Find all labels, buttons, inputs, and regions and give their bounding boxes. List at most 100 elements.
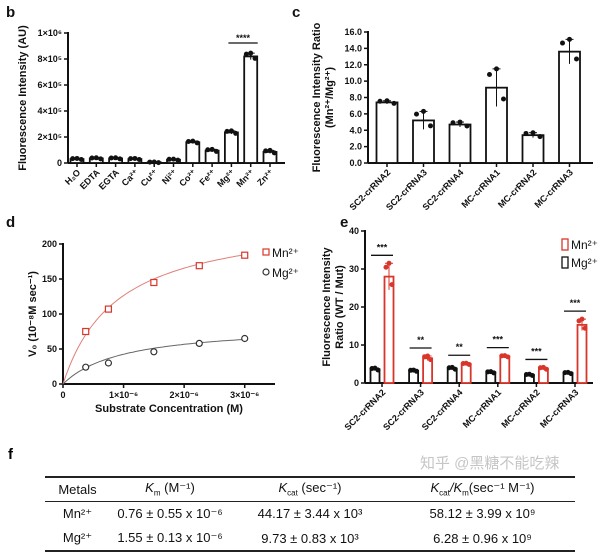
table-row: Mg²⁺ 1.55 ± 0.13 x 10⁻⁶ 9.73 ± 0.83 x 10…	[45, 526, 575, 551]
y-tick-label: 50	[47, 344, 57, 354]
mg-replicate-point	[375, 367, 381, 373]
kcat-unit: (sec⁻¹)	[297, 480, 342, 496]
legend-label: Mg²⁺	[571, 256, 598, 270]
legend-label: Mn²⁺	[571, 238, 598, 252]
mn-replicate-point	[543, 366, 549, 372]
b-replicate-point	[70, 156, 76, 162]
figure-canvas: b c d e 0 2×10⁵ 4×10⁵ 6×10⁵ 8×10⁵ 1×10⁶ Fluore…	[6, 4, 598, 432]
ratio-symbol: K	[430, 480, 440, 496]
b-replicate-point	[113, 155, 119, 161]
x-tick-label: Ni²⁺	[160, 167, 179, 186]
x-tick-label: 3×10⁻⁶	[230, 390, 259, 400]
significance-label: ***	[570, 298, 581, 308]
y-tick-label: 1×10⁶	[38, 28, 62, 38]
y-axis-title: Fluorescence Intensity	[321, 247, 333, 367]
y-tick-label: 16.0	[344, 27, 362, 37]
x-tick-label: Mn²⁺	[234, 167, 256, 189]
mg-data-point	[82, 363, 90, 371]
c-replicate-point	[377, 98, 383, 104]
watermark: 知乎 @黑糖不能吃辣	[420, 455, 560, 472]
mg-replicate-point	[529, 372, 535, 378]
c-replicate-point	[501, 96, 506, 102]
b-replicate-point	[209, 146, 215, 152]
c-replicate-point	[567, 36, 572, 42]
panel-label-e: e	[340, 214, 348, 231]
mg-replicate-point	[414, 368, 420, 374]
cell-metal: Mn²⁺	[62, 505, 93, 521]
legend-label: Mn²⁺	[272, 246, 299, 260]
b-replicate-point	[194, 140, 200, 146]
chart-b: 0 2×10⁵ 4×10⁵ 6×10⁵ 8×10⁵ 1×10⁶ Fluorescence I…	[17, 25, 285, 192]
x-tick-label: Ca²⁺	[120, 167, 141, 188]
b-replicate-point	[263, 148, 269, 154]
legend-bar-icon	[561, 256, 569, 269]
mn-replicate-point	[579, 316, 585, 322]
y-tick-label: 0.0	[349, 158, 362, 168]
km-symbol: K	[145, 480, 154, 496]
header-km: Km (M⁻¹)	[110, 477, 230, 501]
b-bar	[243, 55, 259, 164]
b-replicate-point	[93, 155, 99, 161]
chart-e: 0 10 20 30 40 Fluorescence Intensity Ratio (WT…	[321, 226, 598, 432]
y-tick-label: 10	[349, 340, 359, 350]
b-replicate-point	[267, 147, 273, 153]
cell-kcat-km: 6.28 ± 0.96 x 10⁹	[433, 530, 532, 546]
cell-metal: Mg²⁺	[62, 530, 93, 545]
y-tick-label: 20	[349, 302, 359, 312]
b-replicate-point	[156, 160, 162, 166]
panel-label-f: f	[8, 446, 13, 463]
y-tick-label: 12.0	[344, 60, 362, 70]
mg-data-point	[150, 348, 158, 356]
c-bar	[375, 101, 399, 164]
b-replicate-point	[185, 138, 191, 144]
b-bar	[223, 131, 239, 164]
mn-data-point	[241, 251, 249, 259]
fit-curve	[62, 338, 245, 385]
x-axis-title: Substrate Concentration (M)	[95, 403, 243, 415]
x-tick-label: MC-crRNA1	[461, 387, 503, 429]
km-sub: m	[153, 489, 161, 499]
mn-data-point	[195, 262, 203, 270]
mg-data-point	[104, 359, 113, 367]
y-tick-label: 10.0	[344, 76, 362, 86]
kcat-sub: cat	[287, 489, 298, 499]
c-replicate-point	[574, 56, 579, 62]
b-replicate-point	[74, 155, 80, 161]
x-tick-label: MC-crRNA3	[532, 167, 574, 209]
fit-curve	[62, 254, 245, 385]
mn-bar	[383, 275, 395, 384]
mg-data-point	[195, 339, 203, 347]
b-replicate-point	[78, 156, 84, 162]
ratio-unit: (sec⁻¹ M⁻¹)	[468, 480, 535, 496]
y-axis-title: V₀ (10⁻⁸M sec⁻¹)	[27, 271, 39, 357]
b-replicate-point	[224, 128, 230, 134]
legend-square-icon	[262, 248, 270, 256]
header-kcat: Kcat (sec⁻¹)	[230, 477, 390, 501]
y-tick-label: 40	[349, 226, 359, 236]
chart-d: 0 50 100 150 200 V₀ (10⁻⁸M sec⁻¹) 0 1×10⁻⁶ 2×10⁻…	[27, 239, 299, 415]
c-replicate-point	[560, 40, 565, 46]
b-replicate-point	[166, 156, 172, 162]
significance-label: **	[417, 335, 425, 345]
c-replicate-point	[457, 119, 463, 125]
x-tick-label: Fe²⁺	[198, 167, 218, 187]
km-unit: (M⁻¹)	[160, 480, 195, 496]
c-replicate-point	[487, 71, 492, 77]
c-replicate-point	[464, 123, 470, 129]
x-tick-label: EGTA	[97, 167, 122, 192]
x-tick-label: 0	[60, 390, 65, 400]
c-replicate-point	[523, 130, 529, 136]
b-replicate-point	[233, 130, 239, 136]
y-tick-label: 200	[42, 239, 57, 249]
y-tick-label: 14.0	[344, 43, 362, 53]
b-replicate-point	[132, 155, 138, 161]
c-replicate-point	[494, 66, 499, 72]
y-tick-label: 150	[42, 274, 57, 284]
b-replicate-point	[136, 156, 142, 162]
y-tick-label: 6×10⁵	[38, 80, 63, 90]
b-replicate-point	[243, 51, 249, 57]
y-tick-label: 0	[354, 378, 359, 388]
mn-replicate-point	[582, 325, 588, 331]
x-tick-label: Zn²⁺	[255, 167, 276, 188]
panel-label-c: c	[292, 4, 300, 21]
